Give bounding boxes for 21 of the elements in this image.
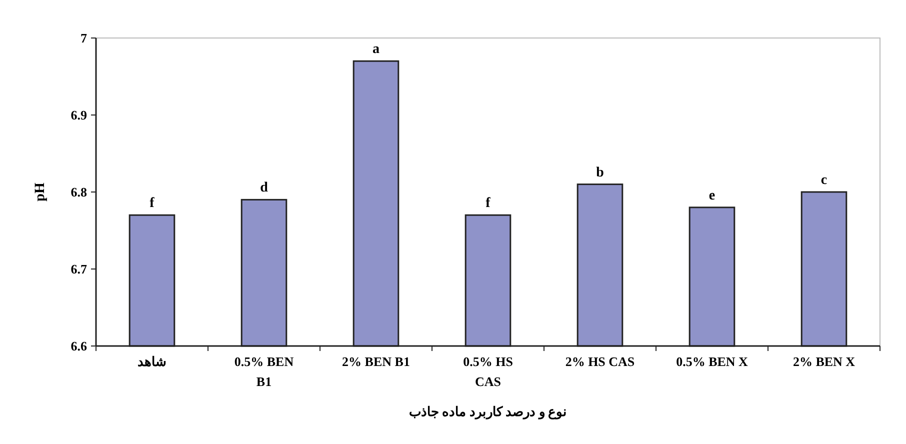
x-tick-label: 0.5% HS CAS	[463, 354, 513, 389]
x-tick-label: 2% HS CAS	[565, 354, 635, 369]
annotation: b	[596, 165, 604, 180]
x-tick-label: 2% BEN X	[792, 354, 856, 369]
annotation: c	[820, 173, 828, 188]
annotation: f	[486, 196, 491, 212]
x-tick-label: 2% BEN B1	[342, 354, 410, 369]
y-tick-label: 6.9	[70, 108, 88, 123]
y-axis-title: pH	[33, 182, 48, 202]
x-axis-title: نوع و درصد کاربرد ماده جاذب	[408, 404, 568, 420]
annotation: a	[372, 42, 380, 58]
annotation: e	[708, 188, 716, 204]
x-tick-label: 0.5% BEN X	[676, 354, 749, 369]
y-tick-label: 6.6	[70, 338, 88, 354]
annotation: d	[260, 180, 268, 196]
y-tick-label: 6.8	[70, 184, 88, 200]
x-tick-label: 0.5% BEN B1	[234, 354, 294, 389]
annotation: f	[150, 196, 155, 212]
y-tick-label: 7	[80, 30, 88, 46]
y-tick-label: 6.7	[70, 262, 88, 277]
x-tick-label: شاهد	[138, 354, 166, 369]
